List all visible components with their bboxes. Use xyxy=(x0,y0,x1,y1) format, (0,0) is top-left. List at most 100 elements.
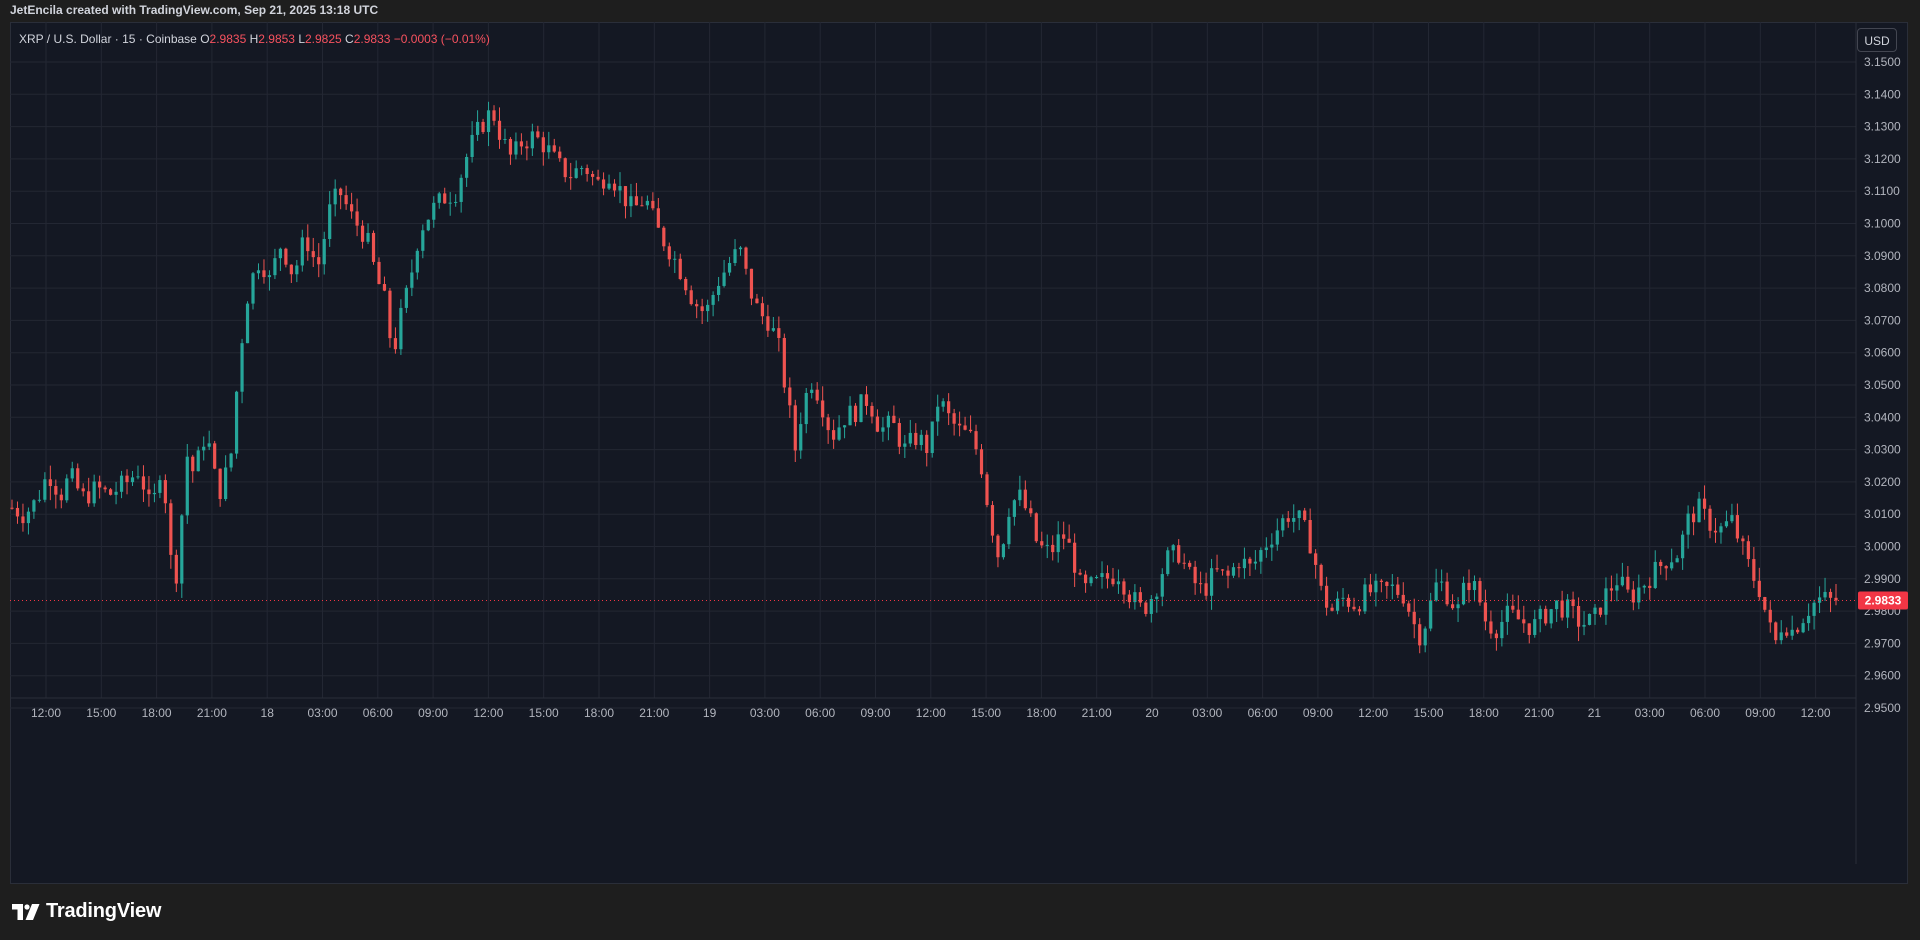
tradingview-logo[interactable]: TradingView xyxy=(12,900,161,923)
time-tick-label: 06:00 xyxy=(1248,706,1278,720)
candle-body xyxy=(1571,599,1575,607)
candle-body xyxy=(837,427,841,440)
candle-body xyxy=(985,474,989,506)
candle-body xyxy=(1653,561,1657,588)
candle-body xyxy=(585,168,589,175)
candle-body xyxy=(1817,597,1822,603)
candle-body xyxy=(15,507,20,517)
candle-body xyxy=(371,232,376,262)
candle-body xyxy=(612,183,617,191)
price-chart[interactable]: 3.1500 3.1400 3.1300 3.1200 3.1100 3.1000 3.09… xyxy=(10,22,1908,884)
symbol-legend[interactable]: XRP / U.S. Dollar · 15 · Coinbase O2.983… xyxy=(19,32,490,46)
candle-body xyxy=(224,467,228,500)
creator-credit: JetEncila created with TradingView.com, … xyxy=(10,3,379,17)
candle-body xyxy=(432,202,436,220)
candle-body xyxy=(196,450,200,472)
candle-body xyxy=(1670,562,1674,569)
candle-body xyxy=(1242,558,1247,569)
candle-body xyxy=(1209,568,1214,596)
candle-body xyxy=(229,453,233,468)
time-tick-label: 21:00 xyxy=(1524,706,1554,720)
candle-body xyxy=(382,284,387,291)
candle-body xyxy=(92,481,96,504)
candle-body xyxy=(1598,607,1603,615)
candle-body xyxy=(410,272,414,288)
candle-body xyxy=(1226,570,1230,576)
candle-body xyxy=(1828,591,1833,598)
price-tick-label: 3.0400 xyxy=(1864,410,1901,424)
candle-body xyxy=(191,456,195,472)
symbol-name[interactable]: XRP / U.S. Dollar · 15 · Coinbase xyxy=(19,32,197,46)
time-tick-label: 15:00 xyxy=(1413,706,1443,720)
candle-body xyxy=(892,415,896,424)
candle-body xyxy=(656,208,660,228)
candle-body xyxy=(1062,534,1066,539)
candle-body xyxy=(684,279,688,291)
candle-body xyxy=(782,337,786,388)
candle-body xyxy=(514,141,518,155)
top-bar: JetEncila created with TradingView.com, … xyxy=(0,0,1920,22)
candle-body xyxy=(804,392,808,425)
candle-body xyxy=(1396,584,1400,595)
candle-body xyxy=(65,478,69,501)
candle-body xyxy=(1544,608,1548,624)
candle-body xyxy=(727,262,732,273)
candle-body xyxy=(1560,600,1564,618)
candle-body xyxy=(1352,606,1356,610)
high-value: 2.9853 xyxy=(258,32,295,46)
candle-body xyxy=(1631,589,1635,603)
candle-body xyxy=(941,401,945,407)
candle-body xyxy=(251,273,255,304)
price-tick-label: 3.0500 xyxy=(1864,378,1901,392)
candle-body xyxy=(623,186,628,207)
candle-body xyxy=(1702,498,1707,509)
candle-body xyxy=(1538,608,1542,620)
candle-body xyxy=(738,247,743,250)
candle-body xyxy=(267,275,272,278)
candle-body xyxy=(799,424,803,451)
candle-body xyxy=(662,227,666,247)
candle-body xyxy=(289,264,293,275)
candle-body xyxy=(530,131,534,149)
candle-body xyxy=(1346,597,1351,607)
candle-body xyxy=(1478,581,1482,603)
candle-body xyxy=(1741,538,1745,542)
time-tick-label: 18 xyxy=(261,706,275,720)
candle-body xyxy=(990,505,995,536)
candle-body xyxy=(1292,518,1296,522)
candle-body xyxy=(1752,559,1756,581)
candle-body xyxy=(1122,581,1126,595)
candle-body xyxy=(81,488,85,492)
candle-body xyxy=(958,423,962,426)
candles xyxy=(10,101,1838,654)
candle-body xyxy=(508,138,513,155)
time-axis: 12:00 15:00 18:00 21:00 18 03:00 06:00 09:00 12:… xyxy=(10,697,1856,720)
candle-body xyxy=(1407,603,1411,612)
candle-body xyxy=(1516,609,1520,620)
candle-body xyxy=(1483,602,1488,622)
candle-body xyxy=(563,158,567,178)
candle-body xyxy=(706,304,710,312)
candle-body xyxy=(1774,622,1778,641)
candle-body xyxy=(59,494,63,501)
candle-body xyxy=(1281,518,1285,531)
candle-body xyxy=(853,405,858,423)
candle-body xyxy=(1220,569,1225,571)
candle-body xyxy=(580,168,584,170)
time-tick-label: 12:00 xyxy=(31,706,61,720)
candle-body xyxy=(1193,566,1197,584)
candle-body xyxy=(815,389,819,401)
low-value: 2.9825 xyxy=(305,32,342,46)
candle-body xyxy=(1489,621,1493,634)
time-tick-label: 18:00 xyxy=(1026,706,1056,720)
candle-body xyxy=(443,193,447,204)
chart-pane[interactable] xyxy=(10,22,1908,884)
candle-body xyxy=(1434,582,1438,601)
candle-body xyxy=(1094,577,1099,579)
candle-body xyxy=(1144,602,1148,614)
candle-body xyxy=(1385,581,1389,586)
candle-body xyxy=(974,431,978,450)
candle-body xyxy=(180,515,184,584)
candle-body xyxy=(130,477,135,483)
currency-button[interactable]: USD xyxy=(1857,28,1897,52)
